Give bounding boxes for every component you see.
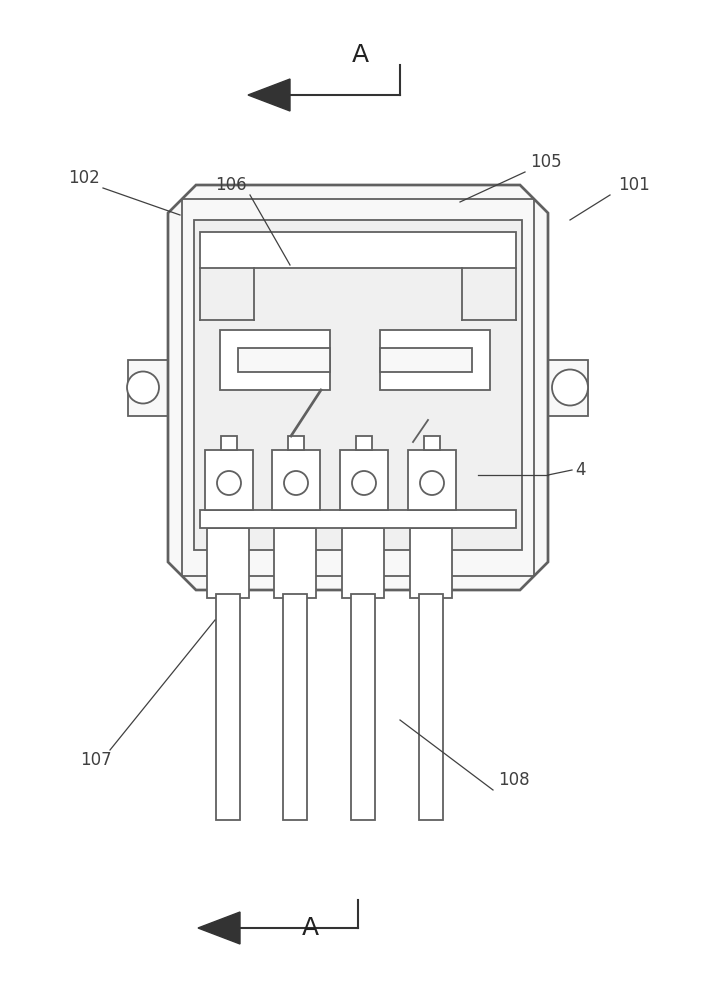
Circle shape — [352, 471, 376, 495]
Circle shape — [284, 471, 308, 495]
Text: 106: 106 — [215, 176, 246, 194]
Polygon shape — [198, 912, 240, 944]
Bar — [419, 594, 443, 820]
Bar — [380, 348, 472, 372]
Bar — [408, 450, 456, 510]
Polygon shape — [128, 336, 168, 440]
Circle shape — [552, 369, 588, 406]
Bar — [272, 450, 320, 510]
Bar — [274, 528, 316, 598]
Circle shape — [420, 471, 444, 495]
Bar — [200, 232, 516, 268]
Bar — [342, 528, 384, 598]
Bar — [207, 528, 249, 598]
Bar — [238, 348, 330, 372]
Text: A: A — [351, 43, 368, 67]
Polygon shape — [248, 79, 290, 111]
Text: 105: 105 — [530, 153, 562, 171]
Bar — [356, 436, 372, 450]
Bar — [351, 594, 375, 820]
Bar — [194, 220, 522, 550]
Bar — [220, 330, 330, 390]
Bar — [340, 450, 388, 510]
Bar — [424, 436, 440, 450]
Bar — [182, 199, 534, 576]
Text: 101: 101 — [618, 176, 650, 194]
Text: 107: 107 — [80, 751, 111, 769]
Circle shape — [127, 371, 159, 403]
Circle shape — [217, 471, 241, 495]
Bar — [380, 330, 490, 390]
Text: 108: 108 — [498, 771, 530, 789]
Text: A: A — [302, 916, 319, 940]
Polygon shape — [548, 336, 588, 440]
Bar — [288, 436, 304, 450]
Bar — [205, 450, 253, 510]
Bar — [410, 528, 452, 598]
Bar — [221, 436, 237, 450]
Polygon shape — [168, 185, 548, 590]
Bar — [216, 594, 240, 820]
Bar — [200, 510, 516, 528]
Text: 4: 4 — [575, 461, 586, 479]
Bar — [283, 594, 307, 820]
Text: 102: 102 — [68, 169, 99, 187]
